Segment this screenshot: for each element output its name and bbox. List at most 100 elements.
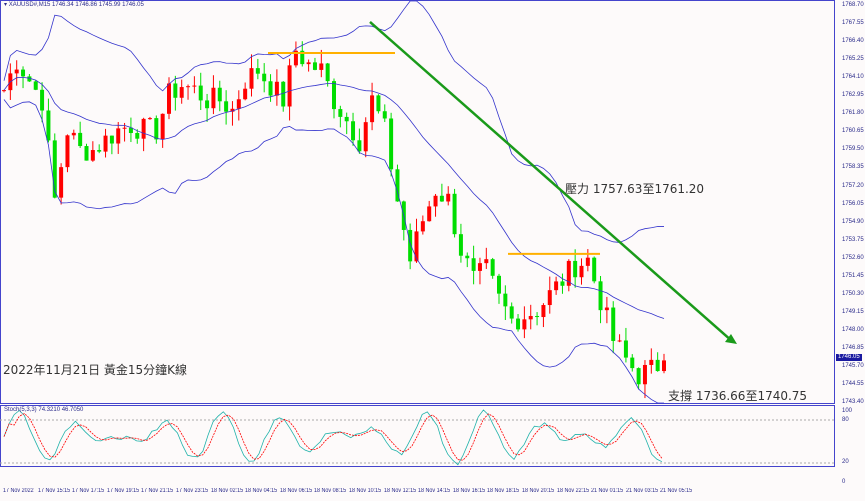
candle-body [585, 257, 590, 266]
ohlc-values: 1746.34 1746.86 1745.99 1746.05 [52, 2, 144, 8]
symbol: XAUUSD#,M15 [8, 2, 51, 8]
time-tick: 21 Nov 01:15 [591, 488, 624, 494]
time-tick: 18 Nov 06:15 [279, 488, 312, 494]
candle-body [319, 63, 324, 70]
time-tick: 18 Nov 10:15 [349, 488, 382, 494]
time-tick: 17 Nov 17:15 [72, 488, 105, 494]
candle-body [293, 50, 298, 66]
candle-body [211, 87, 216, 109]
candle-body [198, 85, 203, 101]
candle-body [262, 73, 267, 82]
chart-caption: 2022年11月21日 黃金15分鐘K線 [3, 363, 188, 377]
trendline-arrowhead [725, 334, 737, 344]
candle-body [497, 275, 501, 294]
candle-body [611, 307, 616, 341]
time-tick: 18 Nov 16:15 [452, 488, 485, 494]
candle-body [617, 340, 622, 342]
price-tick: 1744.55 [842, 381, 864, 387]
candle-body [642, 364, 647, 385]
time-tick: 18 Nov 18:15 [487, 488, 520, 494]
candle-body [141, 118, 146, 139]
candle-body [427, 206, 432, 222]
candle-body [630, 357, 635, 369]
candle-body [52, 140, 57, 198]
price-tick: 1745.70 [842, 363, 864, 369]
candle-body [452, 193, 457, 235]
candle-body [78, 132, 83, 147]
bollinger-lower [3, 99, 664, 404]
stoch-level-tick: 80 [842, 417, 849, 423]
price-tick: 1746.85 [842, 345, 864, 351]
candle-body [268, 81, 273, 96]
stoch-label: Stoch(5,3,3) 74.3210 46.7050 [4, 407, 84, 413]
candle-body [71, 132, 76, 136]
stoch-level-tick: 100 [842, 408, 853, 414]
candle-body [503, 293, 508, 307]
candle-body [357, 140, 362, 152]
candle-body [636, 368, 641, 385]
candle-body [160, 113, 165, 140]
candle-body [414, 231, 419, 262]
candle-body [236, 99, 241, 109]
price-tick: 1754.90 [842, 219, 864, 225]
candle-body [306, 62, 311, 65]
candle-body [484, 259, 489, 264]
candle-body [522, 319, 527, 330]
candle-body [598, 281, 603, 311]
time-tick: 21 Nov 03:15 [625, 488, 658, 494]
bollinger-upper [3, 0, 665, 243]
candle-body [154, 118, 159, 140]
candle-body [135, 133, 140, 139]
candle-body [516, 318, 521, 330]
candle-body [351, 121, 356, 141]
price-tick: 1767.55 [842, 20, 864, 26]
price-tick: 1765.25 [842, 56, 864, 62]
current-price-tag: 1746.05 [836, 354, 862, 361]
candle-body [122, 127, 127, 129]
price-tick: 1762.95 [842, 92, 864, 98]
candle-body [300, 50, 305, 65]
candle-body [420, 221, 425, 232]
candle-body [541, 305, 546, 318]
candle-body [230, 108, 235, 112]
candle-body [205, 100, 210, 109]
candle-body [395, 169, 400, 202]
candle-body [528, 315, 533, 320]
candle-body [547, 290, 552, 306]
bollinger-middle [3, 76, 665, 319]
candle-body [90, 150, 95, 161]
symbol-header: ▾ XAUUSD#,M15 1746.34 1746.86 1745.99 17… [4, 2, 144, 8]
candle-body [579, 265, 584, 278]
candle-body [573, 260, 578, 278]
candle-body [116, 128, 121, 144]
candle-body [173, 83, 178, 98]
candle-body [312, 62, 317, 70]
price-tick: 1748.00 [842, 327, 864, 333]
candle-body [84, 146, 89, 161]
candle-body [40, 89, 45, 111]
candle-body [2, 90, 6, 92]
price-tick: 1750.30 [842, 291, 864, 297]
candle-body [65, 135, 70, 168]
candle-body [128, 127, 133, 134]
candle-body [192, 85, 197, 87]
price-tick: 1757.20 [842, 183, 864, 189]
candle-body [471, 258, 476, 271]
candle-body [655, 359, 660, 372]
candle-body [243, 88, 248, 100]
price-tick: 1749.15 [842, 309, 864, 315]
candle-body [623, 340, 628, 358]
candle-body [59, 167, 64, 198]
price-tick: 1753.75 [842, 237, 864, 243]
candle-body [33, 81, 38, 90]
candle-body [186, 86, 191, 88]
time-tick: 21 Nov 05:15 [660, 488, 693, 494]
candle-body [382, 111, 387, 119]
stoch-main-line [3, 409, 663, 466]
candle-body [179, 87, 184, 98]
price-tick: 1766.40 [842, 38, 864, 44]
trendline [369, 21, 734, 343]
candle-body [344, 116, 349, 122]
candle-body [535, 315, 540, 318]
